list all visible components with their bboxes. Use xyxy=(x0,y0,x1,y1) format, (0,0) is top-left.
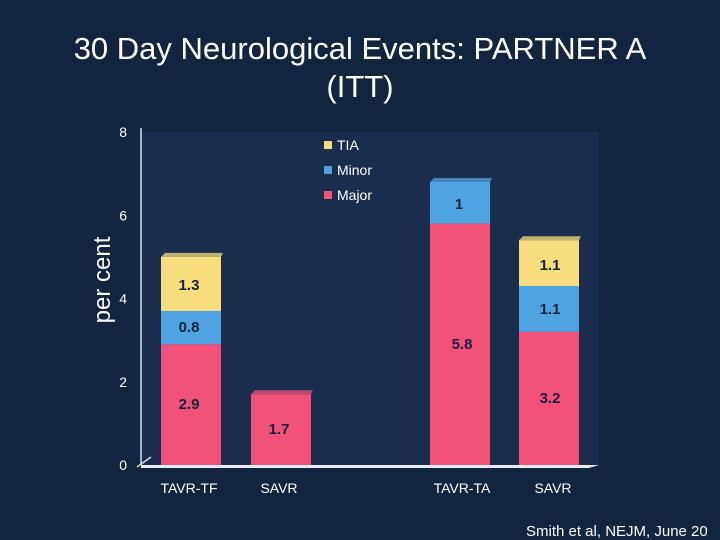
bar-top-face xyxy=(430,177,492,182)
legend-label-tia: TIA xyxy=(337,137,359,153)
axis-corner xyxy=(136,456,152,468)
bar-top-face xyxy=(161,252,223,257)
y-tick-label: 8 xyxy=(119,124,127,140)
data-label: 3.2 xyxy=(540,390,561,407)
bar-segment-minor xyxy=(161,310,221,345)
bar-segment-major xyxy=(161,344,221,465)
bar-segment-major xyxy=(430,223,490,465)
data-label: 1.1 xyxy=(540,301,561,318)
legend-swatch-major xyxy=(324,191,332,199)
bar-segment-minor xyxy=(519,286,579,332)
y-tick-label: 4 xyxy=(119,291,127,307)
bar-segment-tia xyxy=(161,256,221,311)
y-tick-label: 0 xyxy=(119,457,127,473)
bar-segment-minor xyxy=(430,181,490,224)
legend-swatch-minor xyxy=(324,166,332,174)
data-label: 0.8 xyxy=(179,319,200,336)
data-label: 1 xyxy=(455,196,463,213)
bar-segment-major xyxy=(251,394,311,465)
slide-title: 30 Day Neurological Events: PARTNER A (I… xyxy=(73,31,647,104)
bar-top-face xyxy=(519,236,581,241)
data-label: 2.9 xyxy=(179,396,200,413)
bar-top-face xyxy=(251,390,313,395)
data-label: 1.3 xyxy=(179,277,200,294)
legend-label-minor: Minor xyxy=(337,162,372,178)
y-tick-label: 6 xyxy=(119,207,127,223)
citation: Smith et al, NEJM, June 20 xyxy=(526,523,708,540)
legend-swatch-tia xyxy=(324,141,332,149)
bar-segment-tia xyxy=(519,240,579,287)
x-category-label: TAVR-TF xyxy=(160,480,217,496)
plot-floor xyxy=(141,465,599,468)
x-category-label: TAVR-TA xyxy=(434,480,491,496)
y-tick-label: 2 xyxy=(119,374,127,390)
data-label: 1.1 xyxy=(540,257,561,274)
x-category-label: SAVR xyxy=(534,480,571,496)
bar-segment-major xyxy=(519,331,579,465)
legend-label-major: Major xyxy=(337,187,372,203)
x-category-label: SAVR xyxy=(260,480,297,496)
data-label: 1.7 xyxy=(269,421,290,438)
data-label: 5.8 xyxy=(452,336,473,353)
